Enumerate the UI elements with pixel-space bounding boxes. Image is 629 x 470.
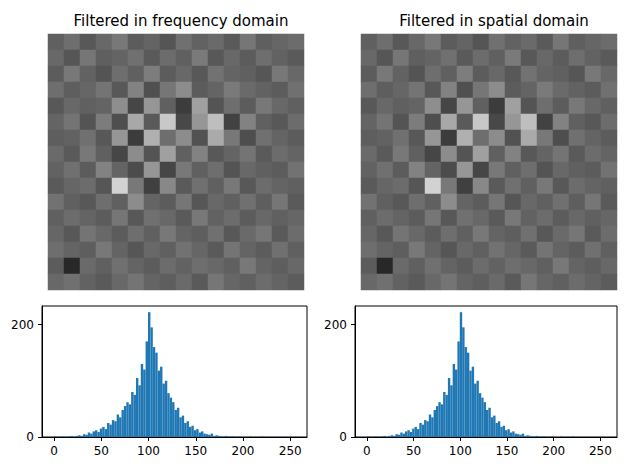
svg-text:50: 50 — [94, 444, 109, 458]
svg-text:200: 200 — [11, 318, 34, 332]
svg-text:50: 50 — [406, 444, 421, 458]
svg-text:100: 100 — [137, 444, 160, 458]
svg-text:200: 200 — [542, 444, 565, 458]
svg-text:0: 0 — [363, 444, 371, 458]
svg-text:0: 0 — [26, 430, 34, 444]
svg-text:200: 200 — [232, 444, 255, 458]
svg-text:150: 150 — [496, 444, 519, 458]
svg-text:250: 250 — [589, 444, 612, 458]
svg-text:Filtered in spatial domain: Filtered in spatial domain — [399, 12, 589, 30]
svg-text:0: 0 — [50, 444, 58, 458]
svg-text:150: 150 — [184, 444, 207, 458]
svg-text:200: 200 — [324, 318, 347, 332]
svg-text:100: 100 — [449, 444, 472, 458]
svg-text:250: 250 — [279, 444, 302, 458]
svg-text:0: 0 — [339, 430, 347, 444]
svg-text:Filtered in frequency domain: Filtered in frequency domain — [74, 12, 289, 30]
